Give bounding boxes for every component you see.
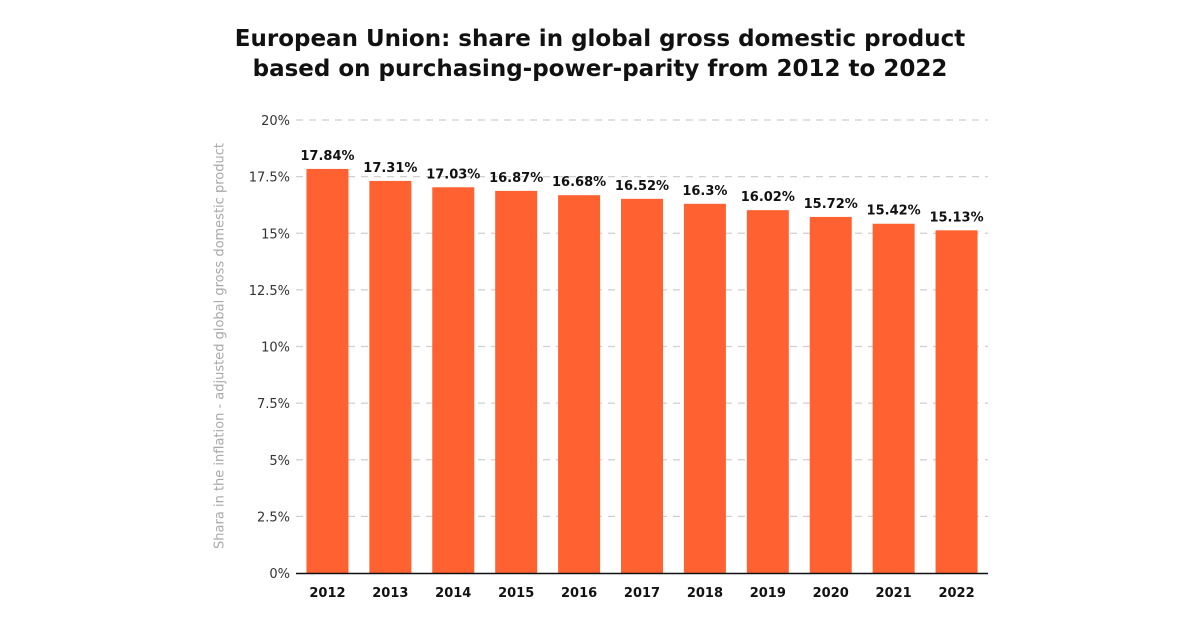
y-tick-label: 20%: [261, 114, 290, 129]
y-tick-label: 2.5%: [257, 510, 290, 525]
bar: [746, 210, 789, 573]
chart-title-line-1: European Union: share in global gross do…: [234, 26, 966, 52]
bar: [683, 203, 726, 573]
x-tick-label: 2020: [813, 586, 849, 601]
bar: [558, 195, 601, 573]
y-tick-label: 17.5%: [249, 171, 290, 186]
data-label: 16.3%: [682, 184, 727, 199]
bar: [495, 190, 538, 573]
bar: [621, 198, 663, 573]
bar: [306, 168, 349, 573]
y-axis-ticks: 0% 2.5% 5% 7.5% 10% 12.5% 15% 17.5% 20%: [249, 114, 290, 582]
data-label: 16.87%: [489, 171, 543, 186]
x-tick-label: 2022: [938, 586, 974, 601]
data-label: 15.13%: [929, 210, 983, 225]
data-label: 17.03%: [426, 167, 480, 182]
y-tick-label: 7.5%: [257, 397, 290, 412]
x-tick-label: 2021: [876, 586, 912, 601]
bar: [935, 230, 978, 574]
data-label: 16.52%: [615, 179, 669, 194]
data-label: 16.68%: [552, 175, 606, 190]
data-label: 15.72%: [804, 197, 858, 212]
chart-title: European Union: share in global gross do…: [0, 24, 1200, 84]
x-tick-label: 2017: [624, 586, 660, 601]
data-label: 15.42%: [867, 204, 921, 219]
y-tick-label: 10%: [261, 341, 290, 356]
y-tick-label: 12.5%: [249, 284, 290, 299]
x-tick-label: 2012: [309, 586, 345, 601]
x-tick-label: 2015: [498, 586, 534, 601]
bar: [369, 180, 412, 573]
y-tick-label: 15%: [261, 227, 290, 242]
x-tick-label: 2016: [561, 586, 597, 601]
data-label: 16.02%: [741, 190, 795, 205]
bar: [432, 187, 475, 573]
data-label: 17.84%: [300, 149, 354, 164]
x-tick-label: 2018: [687, 586, 723, 601]
bars: [306, 168, 978, 574]
x-axis-ticks: 2012 2013 2014 2015 2016 2017 2018 2019 2020 2021…: [309, 586, 974, 601]
y-tick-label: 5%: [269, 454, 290, 469]
chart-title-line-2: based on purchasing-power-parity from 20…: [252, 56, 948, 82]
data-label: 17.31%: [363, 161, 417, 176]
x-tick-label: 2019: [750, 586, 786, 601]
x-tick-label: 2014: [435, 586, 471, 601]
y-tick-label: 0%: [269, 567, 290, 582]
bar: [809, 216, 852, 573]
x-tick-label: 2013: [372, 586, 408, 601]
data-labels: 17.84% 17.31% 17.03% 16.87% 16.68% 16.52% 16.3…: [300, 149, 983, 225]
bar: [872, 223, 915, 573]
